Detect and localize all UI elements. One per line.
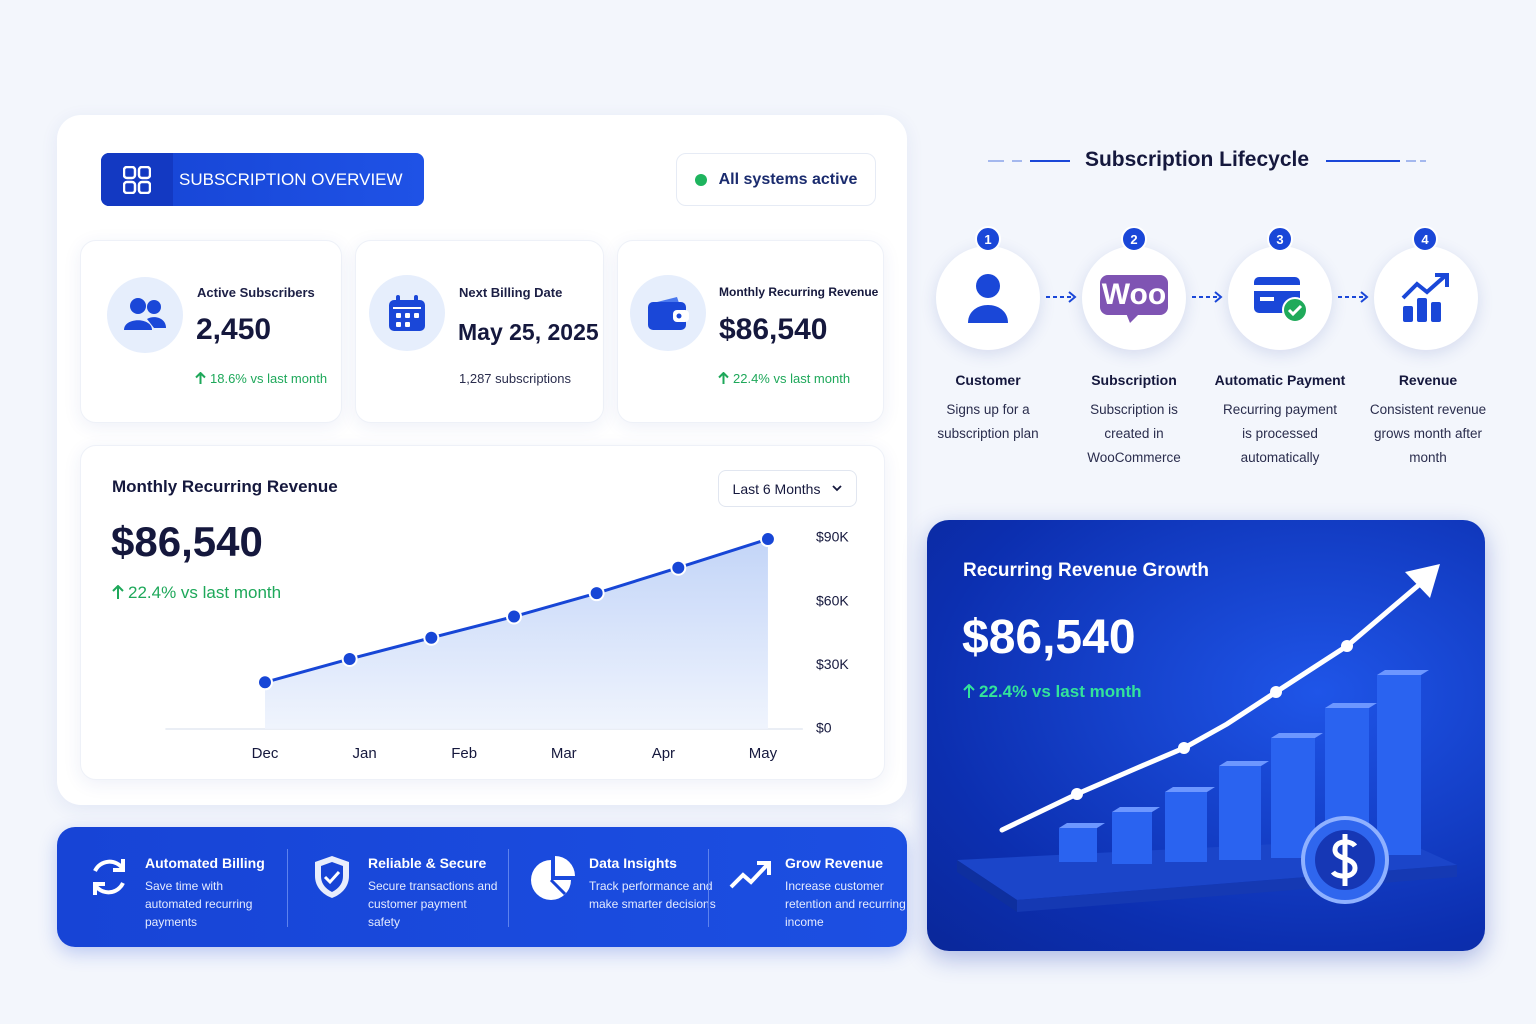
stat-label: Monthly Recurring Revenue (719, 285, 879, 299)
stat-icon (107, 277, 183, 353)
y-tick-label: $90K (816, 529, 849, 545)
point (423, 629, 440, 646)
chart-headline: $86,540 (111, 518, 263, 565)
point (256, 674, 273, 691)
x-tick-label: Apr (652, 745, 675, 762)
chart-card: Monthly Recurring Revenue $86,540 22.4% … (80, 445, 885, 780)
step-number: 3 (1267, 226, 1293, 252)
feature-title: Automated Billing (145, 855, 265, 871)
lifecycle-title: Subscription Lifecycle (1084, 148, 1310, 171)
point (670, 559, 687, 576)
growth-value: $86,540 (962, 611, 1136, 664)
growth-illustration (957, 564, 1457, 912)
overview-badge: SUBSCRIPTION OVERVIEW (101, 153, 424, 206)
stat-note: 22.4% vs last month (718, 371, 850, 386)
step-icon (1374, 246, 1478, 350)
feature-text: Save time with automated recurring payme… (145, 879, 253, 929)
step-label: Customer (955, 372, 1021, 388)
step-label: Automatic Payment (1214, 372, 1346, 388)
stat-note: 1,287 subscriptions (459, 371, 572, 386)
badge-text: SUBSCRIPTION OVERVIEW (179, 169, 403, 189)
feature-title: Grow Revenue (785, 855, 884, 871)
period-dropdown[interactable]: Last 6 Months (718, 470, 857, 507)
line-chart: $0 $30K $60K $90K Dec Jan Feb Mar Apr May (165, 529, 849, 762)
stat-icon (630, 275, 706, 351)
badge-icon (101, 153, 173, 206)
divider (708, 849, 709, 927)
point (588, 585, 605, 602)
step-label: Revenue (1398, 372, 1458, 388)
y-tick-label: $0 (816, 720, 832, 736)
stat-card: Next Billing Date May 25, 2025 1,287 sub… (355, 240, 604, 423)
feature-text: Increase customer retention and recurrin… (785, 879, 906, 929)
feature: Data Insights Track performance and make… (531, 827, 716, 947)
y-tick-label: $30K (816, 656, 849, 672)
stat-label: Active Subscribers (197, 285, 315, 300)
feature-text: Track performance and make smarter decis… (589, 879, 716, 911)
features-bar: Automated Billing Save time with automat… (57, 827, 907, 947)
step-number: 1 (975, 226, 1001, 252)
step-arrows (1046, 291, 1369, 303)
title-rules (988, 160, 1426, 162)
woo-text: Woo (1100, 275, 1168, 315)
stat-icon (369, 275, 445, 351)
feature-title: Data Insights (589, 855, 677, 871)
chart-change: 22.4% vs last month (112, 583, 281, 603)
step-number: 4 (1412, 226, 1438, 252)
step-icon (936, 246, 1040, 350)
step-number: 2 (1121, 226, 1147, 252)
x-tick-label: Feb (451, 745, 477, 762)
stat-card: Monthly Recurring Revenue $86,540 22.4% … (617, 240, 884, 423)
status-dot (694, 173, 707, 186)
chart-title: Monthly Recurring Revenue (112, 477, 338, 496)
divider (508, 849, 509, 927)
status-pill[interactable]: All systems active (676, 153, 876, 206)
woo-logo: Woo (1100, 275, 1168, 323)
growth-title: Recurring Revenue Growth (963, 560, 1209, 581)
stat-note-text: 18.6% vs last month (210, 371, 328, 386)
point (341, 650, 358, 667)
feature: Reliable & Secure Secure transactions an… (312, 827, 512, 947)
feature-title: Reliable & Secure (368, 855, 487, 871)
x-tick-label: Mar (551, 745, 577, 762)
x-tick-label: May (749, 745, 778, 762)
growth-card: Recurring Revenue Growth $86,540 22.4% v… (927, 520, 1485, 951)
stat-note: 18.6% vs last month (195, 371, 327, 386)
step-text: Consistent revenue grows month after mon… (1369, 402, 1487, 465)
growth-change: 22.4% vs last month (963, 682, 1142, 702)
stat-value: $86,540 (719, 313, 828, 346)
divider (287, 849, 288, 927)
growth-change-text: 22.4% vs last month (979, 682, 1142, 701)
step-icon (1228, 246, 1332, 350)
step-label: Subscription (1091, 372, 1177, 388)
chart-change-text: 22.4% vs last month (128, 583, 282, 602)
feature: Automated Billing Save time with automat… (87, 827, 287, 947)
stat-note-text: 22.4% vs last month (733, 371, 851, 386)
status-text: All systems active (718, 170, 858, 188)
stat-value: 2,450 (196, 313, 272, 346)
feature: Grow Revenue Increase customer retention… (729, 827, 906, 947)
step-text: Signs up for a subscription plan (937, 402, 1039, 441)
step-icon: Woo (1082, 246, 1186, 350)
x-tick-label: Jan (352, 745, 376, 762)
point (505, 608, 522, 625)
area (264, 539, 768, 729)
stat-label: Next Billing Date (459, 285, 563, 300)
stat-value: May 25, 2025 (458, 319, 599, 345)
x-tick-label: Dec (252, 745, 279, 762)
step-text: Recurring payment is processed automatic… (1222, 402, 1338, 465)
y-tick-label: $60K (816, 592, 849, 608)
feature-text: Secure transactions and customer payment… (368, 879, 498, 929)
step-text: Subscription is created in WooCommerce (1087, 402, 1181, 465)
point (759, 531, 776, 548)
stat-card: Active Subscribers 2,450 18.6% vs last m… (80, 240, 342, 423)
period-text: Last 6 Months (732, 480, 821, 497)
